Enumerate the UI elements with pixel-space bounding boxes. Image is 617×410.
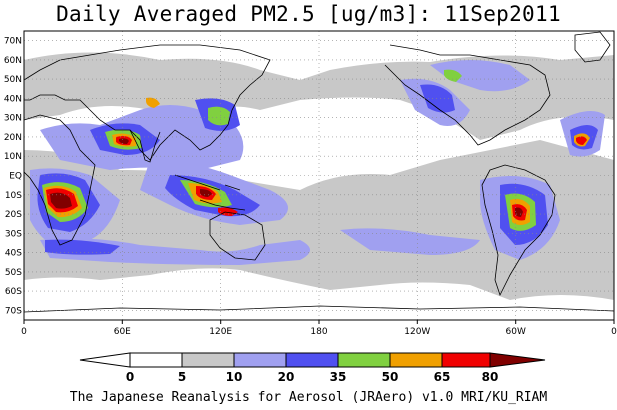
eurasia-coast [24, 44, 271, 161]
lat-label: 40S [5, 249, 22, 259]
footer-credit: The Japanese Reanalysis for Aerosol (JRA… [69, 390, 548, 405]
north-america-coast [384, 44, 551, 146]
colorbar-label: 5 [178, 370, 186, 384]
lat-label: 70S [5, 306, 22, 316]
latitude-labels: 70N 60N 50N 40N 30N 20N 10N EQ 10S 20S 3… [4, 37, 22, 317]
lat-label: 30N [4, 114, 22, 124]
colorbar-bin [285, 352, 339, 368]
colorbar-bin [181, 352, 235, 368]
lon-label: 60W [506, 327, 526, 337]
antarctica-coast [24, 305, 614, 313]
colorbar-lower-triangle [79, 352, 131, 368]
colorbar [79, 352, 546, 368]
lon-label: 60E [114, 327, 131, 337]
colorbar-upper-triangle [489, 352, 546, 368]
colorbar-label: 10 [226, 370, 243, 384]
colorbar-label: 0 [126, 370, 134, 384]
colorbar-bin [233, 352, 287, 368]
lon-label: 0 [21, 327, 27, 337]
south-america-coast [481, 164, 556, 297]
colorbar-label: 50 [382, 370, 399, 384]
lon-label: 180 [310, 327, 327, 337]
colorbar-bin [129, 352, 183, 368]
lat-label: 50S [5, 268, 22, 278]
colorbar-label: 65 [434, 370, 451, 384]
level-80-plus-areas [50, 138, 523, 217]
pm25-field [24, 31, 614, 320]
lon-label: 0 [611, 327, 617, 337]
lat-label: 50N [4, 75, 22, 85]
gridlines [24, 31, 614, 320]
lat-label: EQ [9, 172, 22, 182]
india-coast [129, 129, 161, 163]
lat-label: 10S [5, 191, 22, 201]
lat-label: 60N [4, 56, 22, 66]
map-title: Daily Averaged PM2.5 [ug/m3]: 11Sep2011 [56, 2, 561, 26]
lon-label: 120E [209, 327, 232, 337]
indonesia-coast [174, 174, 246, 211]
lat-label: 60S [5, 287, 22, 297]
lat-label: 30S [5, 229, 22, 239]
colorbar-label: 20 [278, 370, 295, 384]
longitude-ticks [23, 320, 615, 324]
lat-label: 20S [5, 210, 22, 220]
colorbar-label: 80 [482, 370, 499, 384]
lon-label: 120W [404, 327, 430, 337]
colorbar-bin [337, 352, 391, 368]
colorbar-bin [441, 352, 491, 368]
lat-label: 40N [4, 94, 22, 104]
colorbar-labels: 0 5 10 20 35 50 65 80 [126, 370, 499, 384]
lat-label: 70N [4, 37, 22, 47]
longitude-labels: 0 60E 120E 180 120W 60W 0 [21, 327, 617, 337]
lat-label: 10N [4, 152, 22, 162]
colorbar-bin [389, 352, 443, 368]
lat-label: 20N [4, 133, 22, 143]
colorbar-label: 35 [330, 370, 347, 384]
